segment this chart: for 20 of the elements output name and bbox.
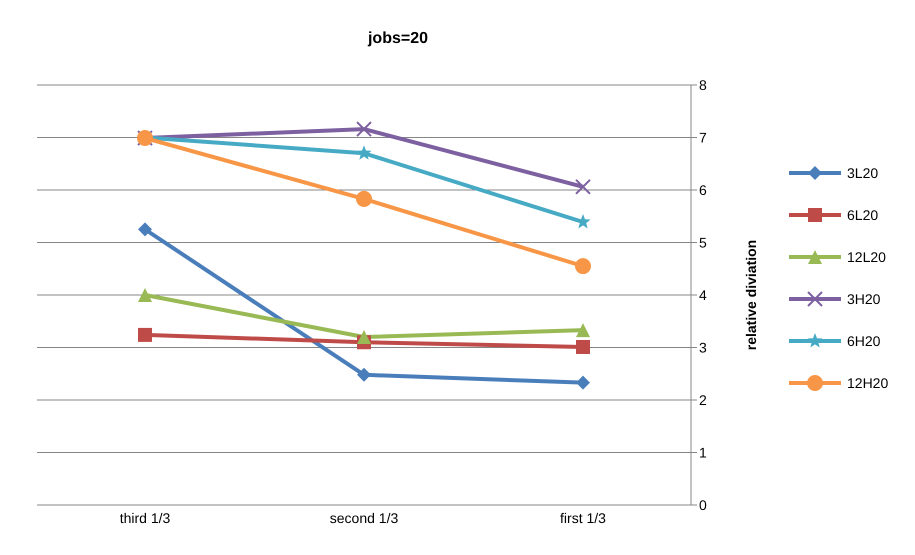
x-tick-label: second 1/3 xyxy=(330,510,398,526)
legend-label: 3H20 xyxy=(847,290,880,306)
y-tick-label: 3 xyxy=(699,339,707,356)
y-tick-label: 2 xyxy=(699,392,707,408)
y-tick-label: 5 xyxy=(699,234,707,250)
y-tick-label: 8 xyxy=(699,76,707,93)
chart-title: jobs=20 xyxy=(366,30,430,48)
legend-label: 12H20 xyxy=(847,374,888,390)
y-tick-label: 0 xyxy=(699,496,707,513)
y-axis-title: relative diviation xyxy=(742,240,759,350)
legend-label: 6H20 xyxy=(847,332,880,348)
y-tick-label: 4 xyxy=(699,286,707,303)
y-tick-label: 7 xyxy=(699,129,707,146)
legend-label: 12L20 xyxy=(847,248,886,264)
y-tick-label: 1 xyxy=(699,444,707,460)
x-tick-label: third 1/3 xyxy=(120,510,171,526)
x-tick-label: first 1/3 xyxy=(560,510,606,526)
legend-label: 6L20 xyxy=(847,206,878,222)
y-tick-label: 6 xyxy=(699,182,707,198)
legend-label: 3L20 xyxy=(847,164,878,180)
